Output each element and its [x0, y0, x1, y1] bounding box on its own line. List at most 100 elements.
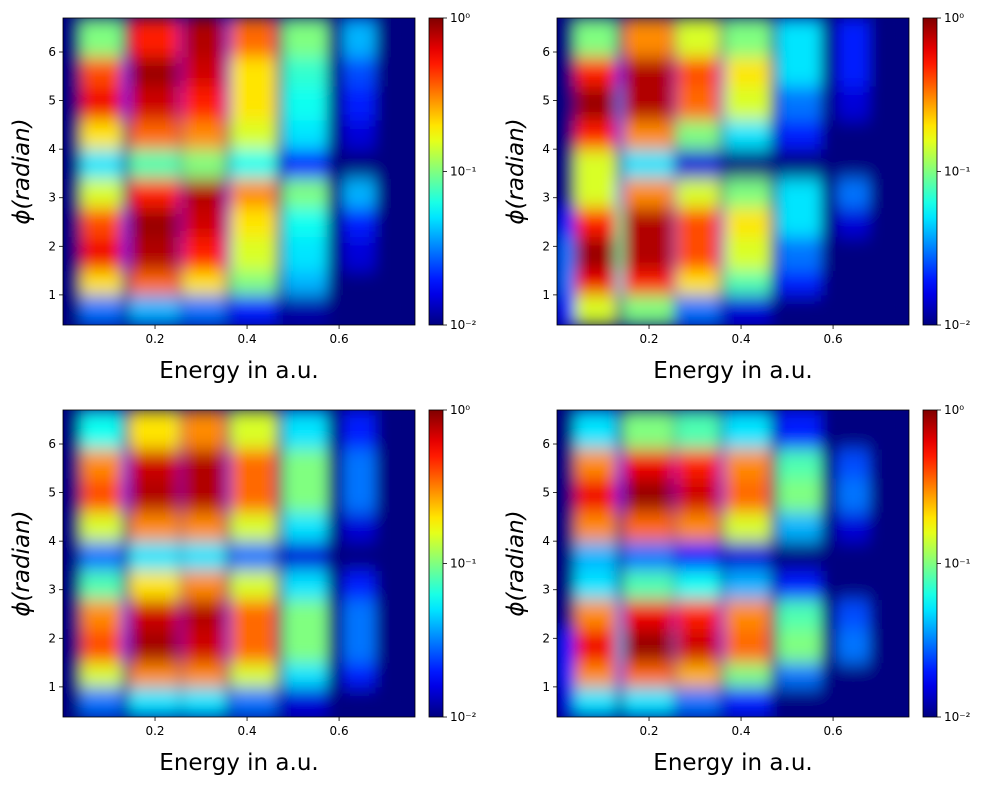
heatmap-cell — [623, 148, 675, 179]
heatmap-cell — [821, 448, 839, 479]
heatmap-cell — [375, 294, 415, 325]
heatmap-cell — [343, 448, 377, 479]
heatmap-cell — [122, 206, 131, 238]
heatmap-cell — [63, 294, 82, 325]
heatmap-cell — [276, 686, 285, 717]
heatmap-cell — [869, 410, 909, 450]
heatmap-cell — [129, 662, 181, 688]
heatmap-cell — [80, 236, 124, 272]
heatmap-cell — [225, 628, 232, 664]
heatmap-cell — [283, 569, 329, 600]
heatmap-cell — [129, 236, 181, 272]
heatmap-cell — [182, 477, 227, 513]
heatmap-cell — [837, 119, 871, 150]
heatmap-cell — [673, 628, 678, 664]
heatmap-cell — [673, 294, 678, 325]
heatmap-cell — [327, 540, 345, 571]
heatmap-cell — [869, 56, 909, 87]
heatmap-cell — [719, 56, 726, 87]
heatmap-cell — [63, 270, 82, 296]
heatmap-cell — [770, 540, 779, 571]
colorbar-tick-label: 10⁰ — [450, 403, 470, 417]
heatmap-cell — [179, 448, 184, 479]
plot-area — [63, 18, 415, 325]
heatmap-cell — [182, 270, 227, 296]
heatmap-cell — [375, 511, 415, 542]
heatmap-cell — [80, 686, 124, 717]
heatmap-cell — [777, 511, 823, 542]
heatmap-cell — [770, 148, 779, 179]
heatmap-cell — [343, 569, 377, 600]
heatmap-cell — [623, 206, 675, 238]
colorbar-tick-label: 10⁻² — [450, 710, 477, 724]
heatmap-cell — [375, 177, 415, 208]
heatmap-cell — [129, 85, 181, 121]
x-tick-label: 0.2 — [145, 332, 164, 346]
heatmap-cell — [129, 540, 181, 571]
heatmap-cell — [557, 477, 576, 513]
heatmap-cell — [276, 662, 285, 688]
heatmap-cell — [676, 270, 721, 296]
y-tick-label: 3 — [48, 583, 56, 597]
heatmap-cell — [616, 686, 625, 717]
panel: 0.2 0.4 0.6 1 2 3 4 5 6 Energy in a.u. ϕ(radian) 10… — [503, 403, 971, 776]
heatmap-cell — [869, 294, 909, 325]
heatmap-cell — [837, 148, 871, 179]
heatmap-cell — [283, 662, 329, 688]
heatmap-cell — [623, 236, 675, 272]
heatmap-cell — [63, 511, 82, 542]
y-tick-label: 2 — [542, 239, 550, 253]
heatmap-cell — [821, 511, 839, 542]
heatmap-cell — [230, 206, 278, 238]
heatmap-cell — [122, 148, 131, 179]
x-tick-label: 0.2 — [639, 724, 658, 738]
heatmap-cell — [276, 448, 285, 479]
heatmap-cell — [122, 56, 131, 87]
heatmap-cell — [179, 628, 184, 664]
heatmap-cell — [230, 540, 278, 571]
heatmap-cell — [122, 598, 131, 630]
heatmap-cell — [327, 85, 345, 121]
heatmap-cell — [343, 85, 377, 121]
colorbar — [428, 17, 444, 326]
heatmap-cell — [80, 85, 124, 121]
heatmap-cell — [777, 206, 823, 238]
heatmap-cell — [225, 148, 232, 179]
heatmap-cell — [770, 662, 779, 688]
heatmap-cell — [327, 686, 345, 717]
heatmap-cell — [343, 18, 377, 58]
heatmap-cell — [80, 511, 124, 542]
heatmap-cells — [63, 18, 415, 325]
heatmap-cell — [616, 206, 625, 238]
heatmap-cell — [616, 410, 625, 450]
y-axis-label: ϕ(radian) — [9, 118, 35, 224]
heatmap-cell — [129, 477, 181, 513]
heatmap-cell — [179, 177, 184, 208]
heatmap-cell — [724, 56, 772, 87]
heatmap-cell — [230, 270, 278, 296]
heatmap-cell — [777, 477, 823, 513]
heatmap-cell — [574, 85, 618, 121]
y-tick-label: 5 — [48, 486, 56, 500]
heatmap-cell — [129, 511, 181, 542]
heatmap-cell — [821, 206, 839, 238]
heatmap-cell — [623, 56, 675, 87]
heatmap-cell — [557, 294, 576, 325]
heatmap-cell — [63, 206, 82, 238]
heatmap-cell — [676, 294, 721, 325]
heatmap-cell — [557, 598, 576, 630]
heatmap-cell — [719, 177, 726, 208]
heatmap-cell — [719, 686, 726, 717]
y-axis-label: ϕ(radian) — [503, 510, 529, 616]
heatmap-cell — [225, 85, 232, 121]
heatmap-cell — [557, 85, 576, 121]
colorbar-tick-label: 10⁻¹ — [944, 557, 971, 571]
heatmap-cell — [777, 662, 823, 688]
heatmap-cell — [122, 177, 131, 208]
heatmap-cell — [574, 177, 618, 208]
heatmap-cell — [673, 569, 678, 600]
y-tick-label: 6 — [542, 45, 550, 59]
heatmap-cell — [676, 148, 721, 179]
heatmap-cell — [276, 511, 285, 542]
heatmap-cell — [676, 85, 721, 121]
